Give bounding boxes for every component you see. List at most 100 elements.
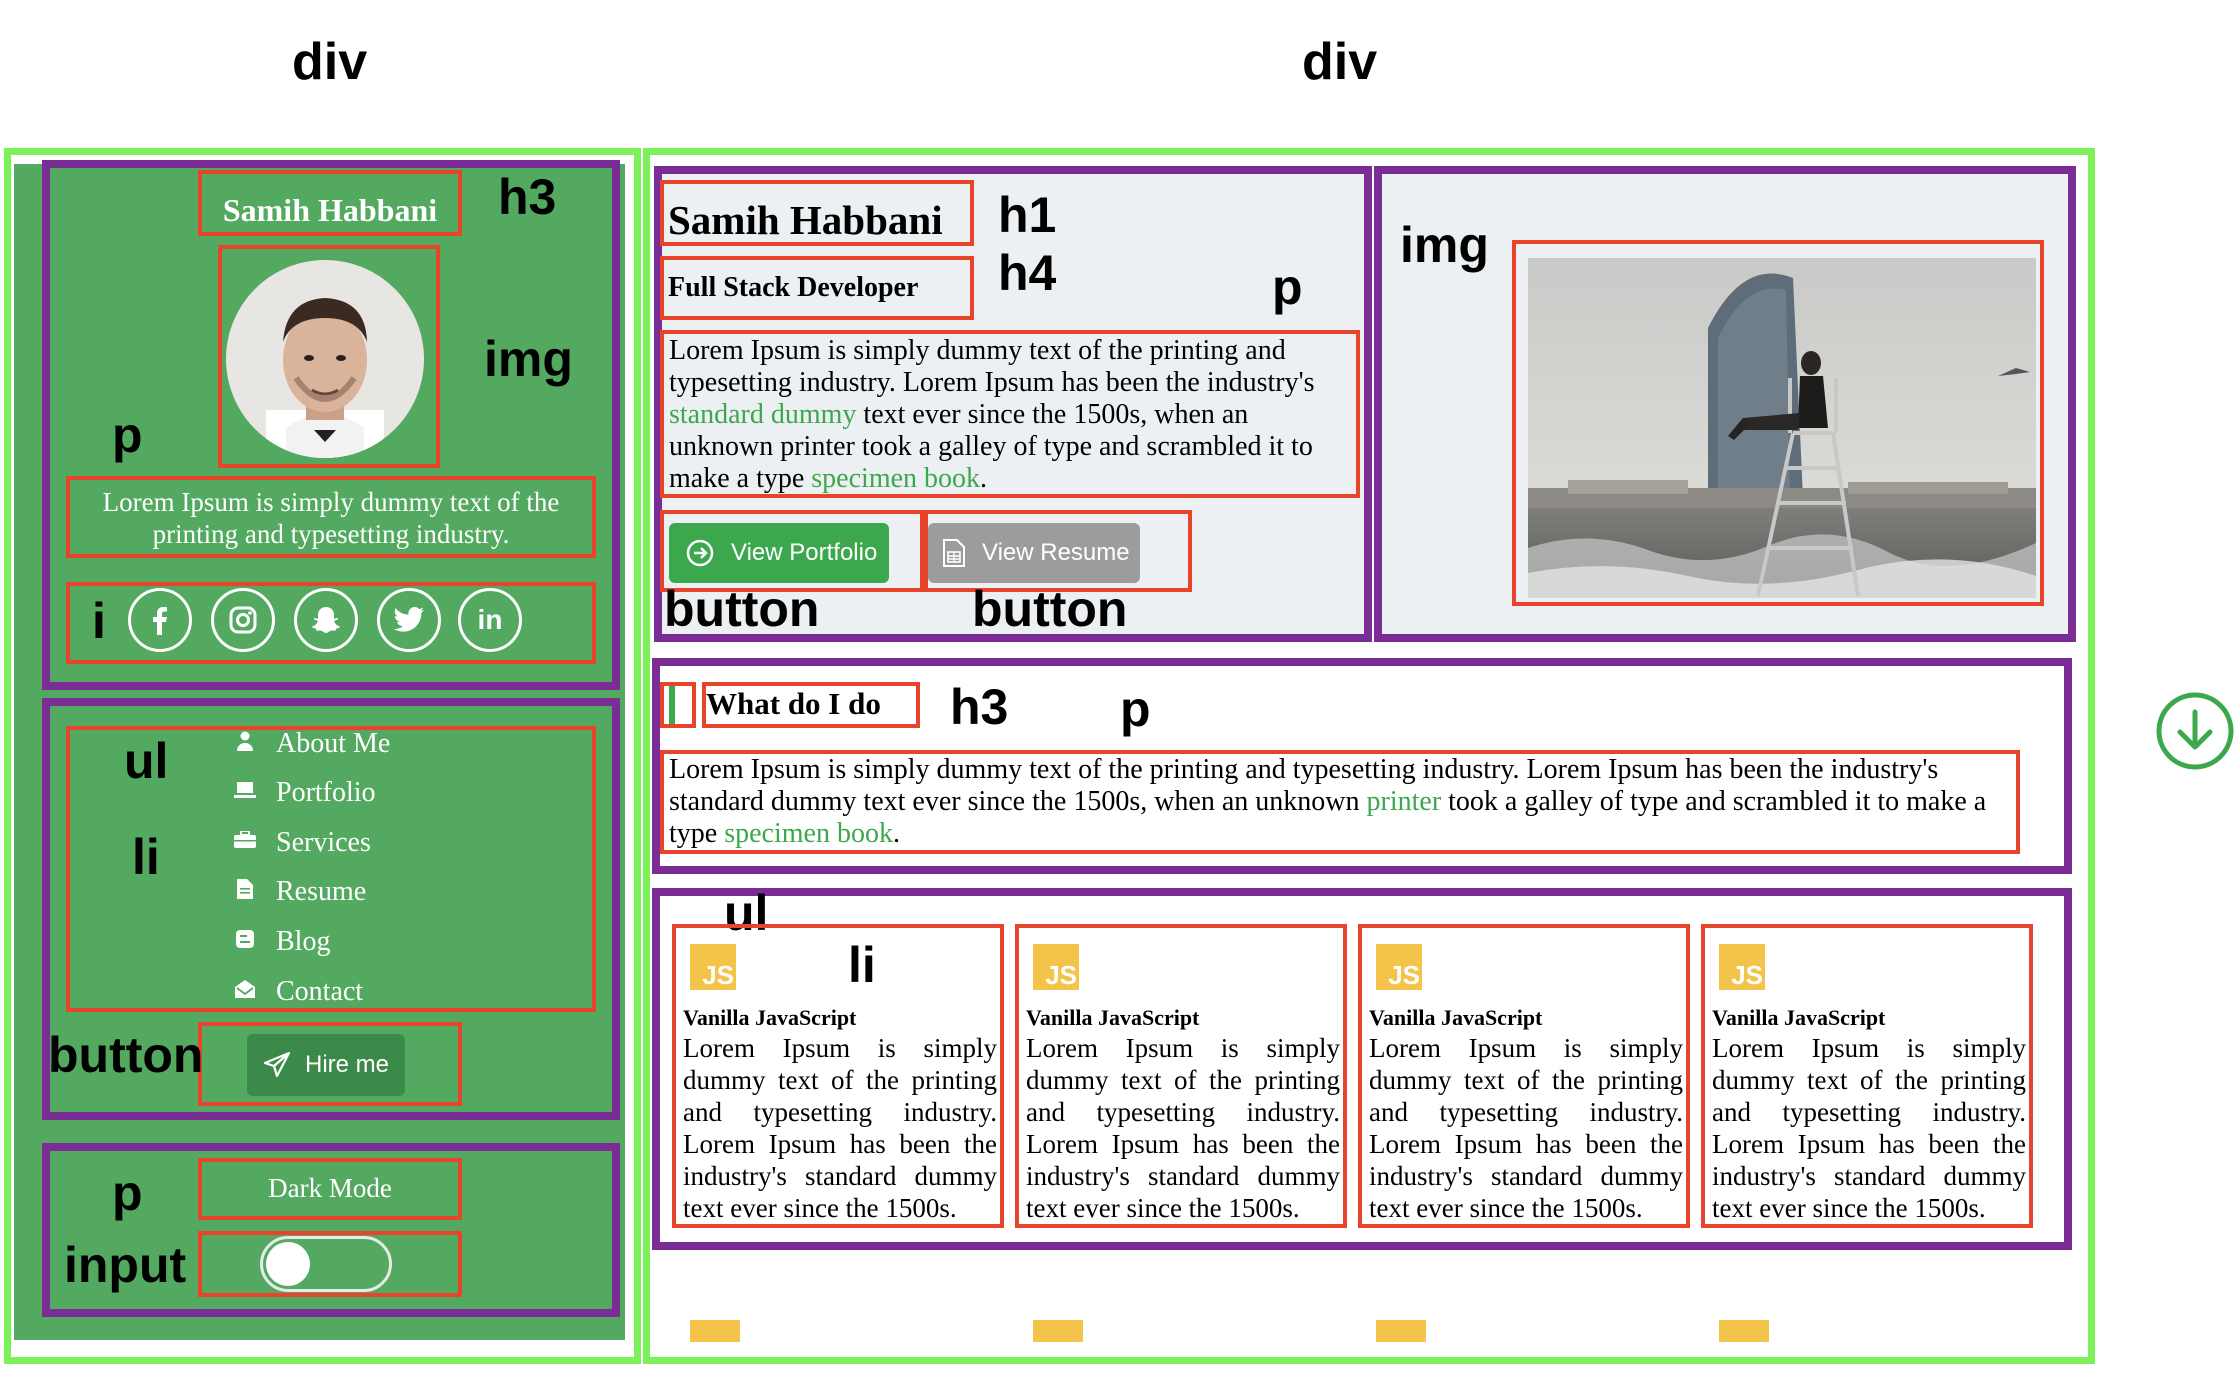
- what-title: What do I do: [706, 686, 881, 721]
- accent-bar-outline: [660, 682, 696, 728]
- sidebar-item-portfolio[interactable]: Portfolio: [232, 777, 376, 809]
- h4-outline: [660, 256, 974, 320]
- dark-mode-block-outline: [42, 1143, 620, 1317]
- hero-text-outline: [654, 166, 1372, 642]
- card: Vanilla JavaScript Lorem Ipsum is simply…: [683, 1004, 997, 1224]
- blog-icon: [232, 930, 258, 954]
- what-link-printer[interactable]: printer: [1366, 786, 1442, 817]
- annotation-i: i: [92, 593, 106, 649]
- section-accent-bar: [669, 686, 675, 724]
- javascript-logo-icon: [1376, 1320, 1426, 1342]
- avatar: [226, 260, 424, 458]
- profile-block-outline: [42, 160, 620, 690]
- linkedin-icon[interactable]: in: [458, 588, 522, 652]
- file-icon: [232, 879, 258, 905]
- annotation-p-what: p: [1120, 681, 1151, 737]
- javascript-logo-icon: JS: [690, 944, 736, 990]
- annotation-div-main: div: [1302, 33, 1378, 91]
- js-logo-text: JS: [1731, 960, 1763, 990]
- nav-label: Portfolio: [276, 777, 376, 808]
- h3-what-outline: [702, 682, 920, 728]
- what-text-part: took a galley of type and scrambled it t…: [669, 786, 1987, 849]
- dark-mode-toggle[interactable]: [260, 1236, 392, 1292]
- javascript-logo-icon: JS: [1719, 944, 1765, 990]
- main-div-outline: [643, 148, 2095, 1364]
- javascript-logo-icon: [1033, 1320, 1083, 1342]
- sidebar-name: Samih Habbani: [222, 192, 438, 228]
- envelope-icon: [232, 980, 258, 1004]
- annotation-input: input: [64, 1237, 187, 1293]
- h3-outline: [198, 170, 462, 236]
- paper-plane-icon: [263, 1052, 291, 1078]
- javascript-logo-icon: JS: [1376, 944, 1422, 990]
- card-outline: [1701, 924, 2033, 1228]
- intro-text: text ever since the 1500s, when an unkno…: [669, 399, 1313, 494]
- what-link-specimen-book[interactable]: specimen book: [724, 818, 893, 849]
- document-icon: [943, 539, 965, 567]
- sidebar-div-outline: [4, 148, 641, 1364]
- button-portfolio-outline: [660, 510, 924, 592]
- snapchat-icon[interactable]: [294, 588, 358, 652]
- p-intro-outline: [660, 330, 1360, 498]
- hire-me-button[interactable]: Hire me: [247, 1034, 405, 1096]
- view-portfolio-button[interactable]: View Portfolio: [669, 523, 889, 583]
- annotation-ul-cards: ul: [724, 885, 769, 941]
- nav-label: Services: [276, 827, 371, 858]
- annotation-ul: ul: [124, 733, 169, 789]
- js-logo-text: JS: [1045, 960, 1077, 990]
- sidebar-item-contact[interactable]: Contact: [232, 976, 363, 1008]
- card: Vanilla JavaScript Lorem Ipsum is simply…: [1369, 1004, 1683, 1224]
- sidebar-item-resume[interactable]: Resume: [232, 876, 366, 908]
- card-outline: [1358, 924, 1690, 1228]
- arrow-right-circle-icon: [686, 539, 714, 567]
- p-outline: [66, 476, 596, 558]
- nav-label: About Me: [276, 728, 391, 759]
- h1-outline: [660, 180, 974, 246]
- sidebar-item-blog[interactable]: Blog: [232, 926, 330, 958]
- card-outline: [1015, 924, 1347, 1228]
- annotation-img: img: [484, 331, 573, 387]
- user-icon: [232, 731, 258, 757]
- button-outline: [198, 1022, 462, 1106]
- nav-label: Blog: [276, 926, 331, 957]
- card: Vanilla JavaScript Lorem Ipsum is simply…: [1712, 1004, 2026, 1224]
- arrow-down-circle-icon[interactable]: [2154, 690, 2236, 772]
- dark-mode-label: Dark Mode: [268, 1173, 392, 1203]
- intro-link-specimen-book[interactable]: specimen book: [811, 463, 981, 494]
- img-outline: [218, 245, 440, 468]
- briefcase-icon: [232, 830, 258, 855]
- laptop-icon: [232, 781, 258, 805]
- i-outline: [66, 582, 596, 664]
- what-section-outline: [652, 658, 2072, 874]
- annotation-button: button: [48, 1027, 204, 1083]
- card-text: Lorem Ipsum is simply dummy text of the …: [1712, 1033, 2026, 1223]
- javascript-logo-icon: [1719, 1320, 1769, 1342]
- sidebar-item-about-me[interactable]: About Me: [232, 728, 390, 760]
- p-dark-outline: [198, 1158, 462, 1220]
- card-outline: [672, 924, 1004, 1228]
- instagram-icon[interactable]: [211, 588, 275, 652]
- javascript-logo-icon: JS: [1033, 944, 1079, 990]
- what-text-part: .: [892, 818, 900, 849]
- card-text: Lorem Ipsum is simply dummy text of the …: [1369, 1033, 1683, 1223]
- annotation-li: li: [132, 829, 160, 885]
- annotation-button-resume: button: [972, 581, 1128, 637]
- nav-block-outline: [42, 698, 620, 1120]
- annotation-p-dark: p: [112, 1165, 143, 1221]
- facebook-icon[interactable]: [128, 588, 192, 652]
- sidebar-item-services[interactable]: Services: [232, 827, 371, 859]
- view-resume-button[interactable]: View Resume: [928, 523, 1140, 583]
- annotation-button-portfolio: button: [664, 581, 820, 637]
- intro-link-standard-dummy[interactable]: standard dummy: [669, 399, 857, 430]
- intro-text: .: [980, 463, 988, 494]
- hero-name: Samih Habbani: [668, 197, 943, 243]
- card: Vanilla JavaScript Lorem Ipsum is simply…: [1026, 1004, 1340, 1224]
- twitter-icon[interactable]: [377, 588, 441, 652]
- ul-outline: [66, 726, 596, 1012]
- annotation-p: p: [112, 407, 143, 463]
- hero-role: Full Stack Developer: [668, 272, 919, 303]
- annotation-div-sidebar: div: [292, 33, 368, 91]
- annotation-li-cards: li: [848, 937, 876, 993]
- input-outline: [198, 1231, 462, 1297]
- button-resume-outline: [924, 510, 1192, 592]
